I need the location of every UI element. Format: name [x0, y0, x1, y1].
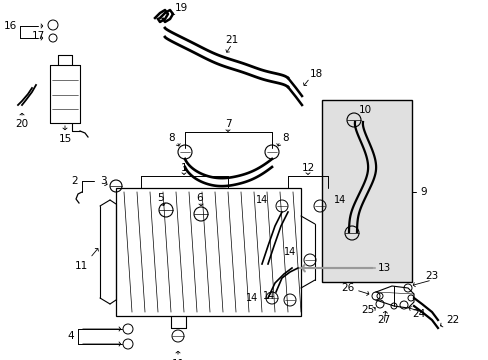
Text: 27: 27 [377, 315, 390, 325]
Text: 15: 15 [58, 134, 71, 144]
Text: 26: 26 [340, 283, 353, 293]
Text: 2: 2 [71, 176, 78, 186]
Text: 23: 23 [425, 271, 438, 281]
Text: 14: 14 [333, 195, 346, 205]
Text: 16: 16 [4, 21, 17, 31]
Text: 11: 11 [171, 359, 184, 360]
Text: 11: 11 [74, 261, 87, 271]
Text: 3: 3 [100, 176, 106, 186]
Text: 25: 25 [361, 305, 374, 315]
Text: 12: 12 [301, 163, 314, 173]
Text: 8: 8 [282, 133, 288, 143]
Text: 9: 9 [419, 187, 426, 197]
Text: 4: 4 [67, 331, 74, 341]
Bar [116, 188, 301, 316]
Text: 18: 18 [309, 69, 323, 79]
Text: 17: 17 [32, 31, 45, 41]
Text: 21: 21 [225, 35, 238, 45]
Text: 19: 19 [175, 3, 188, 13]
Text: 13: 13 [377, 263, 390, 273]
Text: 24: 24 [411, 309, 425, 319]
Text: 10: 10 [358, 105, 371, 115]
Text: 6: 6 [196, 193, 203, 203]
Text: 14: 14 [245, 293, 258, 303]
Bar [321, 100, 411, 282]
Text: 5: 5 [156, 193, 163, 203]
Text: 22: 22 [445, 315, 458, 325]
Text: 20: 20 [16, 119, 28, 129]
Text: 8: 8 [168, 133, 175, 143]
Text: 14: 14 [283, 247, 295, 257]
Text: 7: 7 [224, 119, 231, 129]
Text: 14: 14 [255, 195, 267, 205]
Text: 1: 1 [181, 163, 187, 173]
Text: 14: 14 [262, 291, 274, 301]
